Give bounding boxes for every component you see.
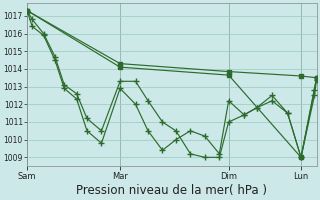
X-axis label: Pression niveau de la mer( hPa ): Pression niveau de la mer( hPa ): [76, 184, 267, 197]
